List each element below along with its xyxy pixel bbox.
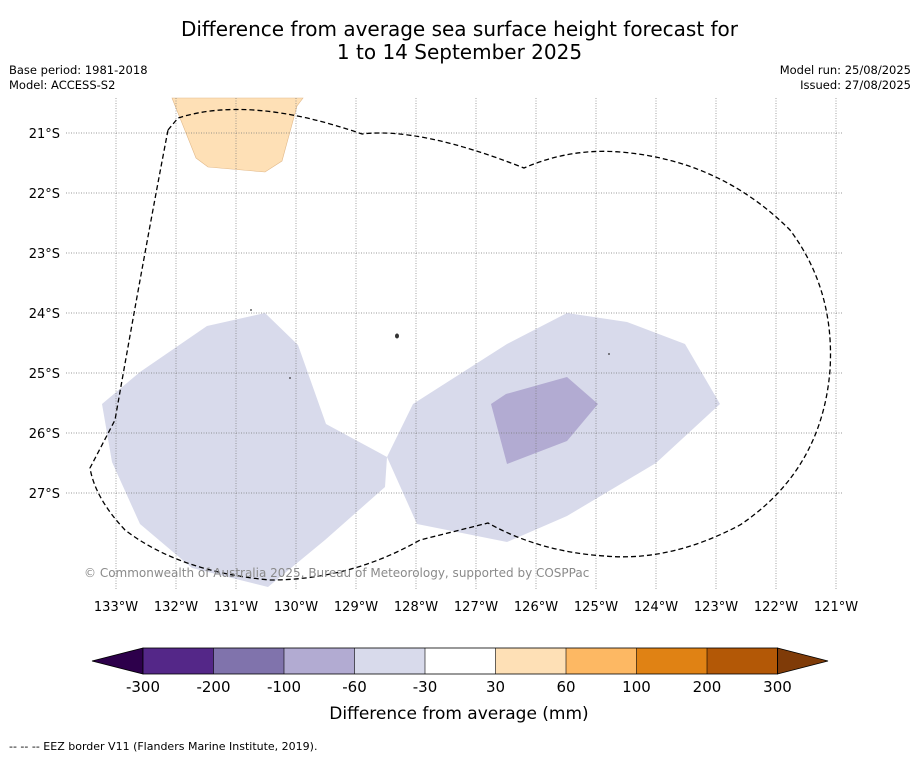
colorbar-segment — [707, 648, 778, 674]
anomaly-patch-west — [102, 313, 387, 587]
lon-label: 133°W — [94, 600, 138, 615]
colorbar-segment — [284, 648, 355, 674]
island-marker — [395, 333, 399, 339]
colorbar-under-arrow — [91, 647, 144, 675]
colorbar-segment — [636, 648, 707, 674]
colorbar: -300 -200 -100 -60 -30 30 60 100 200 300… — [91, 647, 829, 724]
colorbar-over-arrow — [777, 647, 829, 675]
island-marker — [608, 353, 610, 355]
colorbar-dividers — [213, 648, 708, 674]
island-marker — [289, 377, 291, 379]
anomaly-patch-north — [171, 97, 304, 173]
map-panel: 21°S 22°S 23°S 24°S 25°S 26°S 27°S 133°W… — [29, 97, 858, 615]
colorbar-segment — [143, 648, 214, 674]
colorbar-segment — [566, 648, 637, 674]
lon-label: 132°W — [154, 600, 198, 615]
model-run-text: Model run: 25/08/2025 — [779, 63, 911, 77]
colorbar-label: Difference from average (mm) — [329, 704, 588, 724]
lon-label: 129°W — [334, 600, 378, 615]
meta-left: Base period: 1981-2018 Model: ACCESS-S2 — [9, 63, 148, 93]
title-line-2: 1 to 14 September 2025 — [336, 40, 583, 64]
colorbar-segment — [213, 648, 284, 674]
colorbar-tick: 100 — [622, 678, 651, 696]
colorbar-tick: -100 — [267, 678, 301, 696]
lat-label: 27°S — [29, 487, 60, 502]
lon-label: 131°W — [214, 600, 258, 615]
eez-border-line — [89, 108, 832, 581]
colorbar-tick: -60 — [342, 678, 367, 696]
lon-label: 125°W — [574, 600, 618, 615]
copyright-text: © Commonwealth of Australia 2025, Bureau… — [84, 566, 589, 580]
colorbar-tick: 200 — [693, 678, 722, 696]
lat-label: 22°S — [29, 187, 60, 202]
colorbar-segment — [495, 648, 566, 674]
lon-label: 121°W — [814, 600, 858, 615]
lon-label: 126°W — [514, 600, 558, 615]
lat-label: 26°S — [29, 427, 60, 442]
title-line-1: Difference from average sea surface heig… — [180, 17, 739, 41]
base-period-text: Base period: 1981-2018 — [9, 63, 148, 77]
colorbar-segment — [425, 648, 496, 674]
colorbar-tick-labels: -300 -200 -100 -60 -30 30 60 100 200 300 — [126, 678, 792, 696]
colorbar-tick: 60 — [556, 678, 575, 696]
gridlines — [66, 98, 843, 590]
map-title: Difference from average sea surface heig… — [0, 18, 919, 64]
lat-label: 24°S — [29, 307, 60, 322]
lat-label: 23°S — [29, 247, 60, 262]
colorbar-tick: 30 — [486, 678, 505, 696]
colorbar-segment — [354, 648, 425, 674]
colorbar-tick: -300 — [126, 678, 160, 696]
anomaly-patch-core — [491, 377, 598, 464]
colorbar-tick: 300 — [763, 678, 792, 696]
meta-right: Model run: 25/08/2025 Issued: 27/08/2025 — [780, 63, 911, 93]
eez-legend-footer: -- -- -- EEZ border V11 (Flanders Marine… — [9, 740, 318, 753]
colorbar-outline — [142, 647, 778, 675]
colorbar-tick: -30 — [413, 678, 438, 696]
colorbar-tick: -200 — [196, 678, 230, 696]
lat-label: 25°S — [29, 367, 60, 382]
islands — [250, 309, 610, 379]
lon-label: 127°W — [454, 600, 498, 615]
latitude-labels: 21°S 22°S 23°S 24°S 25°S 26°S 27°S — [29, 127, 60, 502]
lon-label: 130°W — [274, 600, 318, 615]
island-marker — [250, 309, 252, 311]
lat-label: 21°S — [29, 127, 60, 142]
model-text: Model: ACCESS-S2 — [9, 78, 116, 92]
lon-label: 128°W — [394, 600, 438, 615]
lon-label: 124°W — [634, 600, 678, 615]
longitude-labels: 133°W 132°W 131°W 130°W 129°W 128°W 127°… — [94, 600, 858, 615]
lon-label: 123°W — [694, 600, 738, 615]
issued-text: Issued: 27/08/2025 — [800, 78, 911, 92]
lon-label: 122°W — [754, 600, 798, 615]
